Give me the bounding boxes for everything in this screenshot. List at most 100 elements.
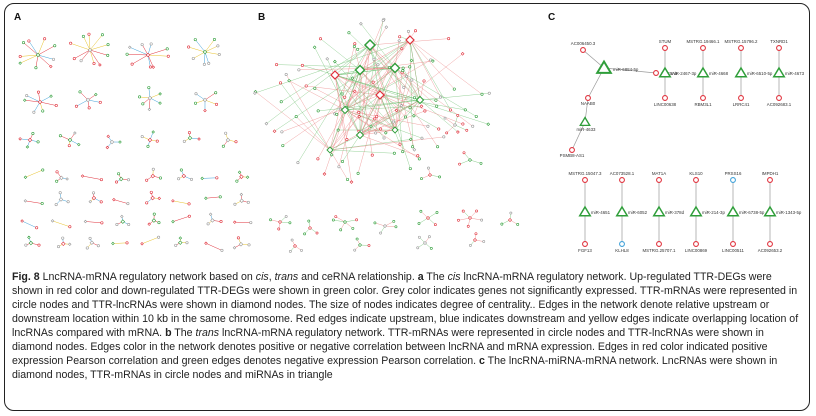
- circle-node: [374, 131, 378, 135]
- node-label: miR-4651: [591, 210, 611, 215]
- caption-text: lncRNA-mRNA regulatory network. Up-regul…: [12, 271, 799, 339]
- circle-node: [656, 177, 662, 183]
- circle-node: [355, 218, 358, 222]
- edge: [202, 177, 217, 179]
- circle-node: [43, 37, 47, 41]
- circle-node: [280, 130, 284, 134]
- edge: [344, 106, 422, 111]
- diamond-node: [391, 126, 399, 134]
- circle-node: [138, 95, 142, 99]
- circle-node: [218, 195, 222, 199]
- circle-node: [392, 219, 396, 223]
- edge: [409, 39, 455, 90]
- caption-text: lncRNA-mRNA regulatory network. TTR-mRNA…: [12, 327, 768, 367]
- edge: [454, 124, 467, 131]
- diamond-node: [425, 215, 431, 221]
- edge: [324, 69, 361, 175]
- edge: [409, 39, 413, 147]
- edge: [83, 36, 91, 51]
- edge: [39, 95, 52, 103]
- circle-node: [479, 161, 483, 165]
- diamond-node: [397, 38, 402, 43]
- circle-node: [379, 127, 383, 131]
- edge: [340, 39, 411, 110]
- circle-node: [126, 202, 130, 206]
- diamond-node: [23, 199, 28, 203]
- edge: [338, 44, 371, 167]
- circle-node: [347, 31, 351, 35]
- edge: [344, 59, 431, 111]
- node-label: AC092683.1: [767, 102, 792, 107]
- edge: [359, 105, 402, 136]
- circle-node: [340, 160, 344, 164]
- diamond-node: [202, 97, 208, 103]
- edge: [205, 243, 223, 251]
- circle-node: [700, 45, 706, 51]
- node-label: miR-4668: [709, 71, 729, 76]
- circle-node: [81, 34, 85, 38]
- edge: [509, 219, 518, 225]
- node-label: miR-1343-5p: [776, 210, 802, 215]
- diamond-node: [352, 89, 357, 94]
- circle-node: [32, 110, 36, 114]
- edge: [204, 51, 220, 55]
- edge: [334, 44, 371, 76]
- diamond-node: [375, 90, 385, 100]
- circle-node: [435, 211, 439, 214]
- circle-node: [375, 114, 379, 118]
- diamond-node: [277, 219, 283, 225]
- circle-node: [53, 44, 57, 48]
- circle-node: [352, 45, 356, 49]
- circle-node: [187, 131, 191, 135]
- diamond-node: [50, 219, 55, 223]
- edge: [88, 34, 91, 51]
- diamond-node: [118, 176, 124, 182]
- circle-node: [215, 102, 219, 106]
- edge: [129, 47, 149, 56]
- edge: [409, 39, 451, 111]
- circle-node: [357, 111, 361, 115]
- diamond-node: [369, 124, 373, 129]
- circle-node: [220, 248, 224, 252]
- edge: [172, 200, 190, 205]
- edge: [296, 116, 331, 151]
- circle-node: [174, 243, 178, 247]
- caption-text: The lncRNA-miRNA-mRNA network. LncRNAs w…: [12, 355, 778, 381]
- caption-text: and ceRNA relationship.: [298, 271, 418, 283]
- circle-node: [316, 157, 320, 161]
- circle-node: [187, 45, 191, 49]
- circle-node: [474, 232, 478, 236]
- edge: [20, 54, 39, 64]
- circle-node: [408, 65, 412, 69]
- circle-node: [408, 167, 412, 171]
- circle-node: [140, 43, 144, 47]
- circle-node: [434, 98, 438, 102]
- diamond-node: [49, 94, 53, 98]
- circle-node: [67, 144, 71, 148]
- triangle-node: [579, 116, 591, 127]
- circle-node: [401, 69, 405, 73]
- circle-node: [353, 42, 357, 46]
- edge: [79, 91, 89, 101]
- edge: [28, 40, 39, 56]
- circle-node: [72, 57, 76, 61]
- edge: [409, 39, 441, 98]
- caption-panel-b: b: [165, 327, 172, 339]
- circle-node: [427, 235, 431, 239]
- circle-node: [78, 90, 82, 94]
- circle-node: [125, 52, 129, 56]
- diamond-node: [237, 170, 242, 174]
- circle-node: [420, 177, 423, 181]
- diamond-node: [128, 45, 132, 49]
- edge: [37, 54, 54, 60]
- diamond-node: [187, 135, 193, 141]
- node-label: MAT1A: [652, 171, 666, 176]
- node-label: MSTRG.19466.1: [687, 39, 721, 44]
- edge: [35, 54, 39, 68]
- diamond-node: [210, 218, 215, 223]
- edge: [374, 222, 386, 227]
- circle-node: [437, 127, 441, 131]
- diamond-node: [111, 241, 115, 246]
- diamond-node: [245, 175, 250, 179]
